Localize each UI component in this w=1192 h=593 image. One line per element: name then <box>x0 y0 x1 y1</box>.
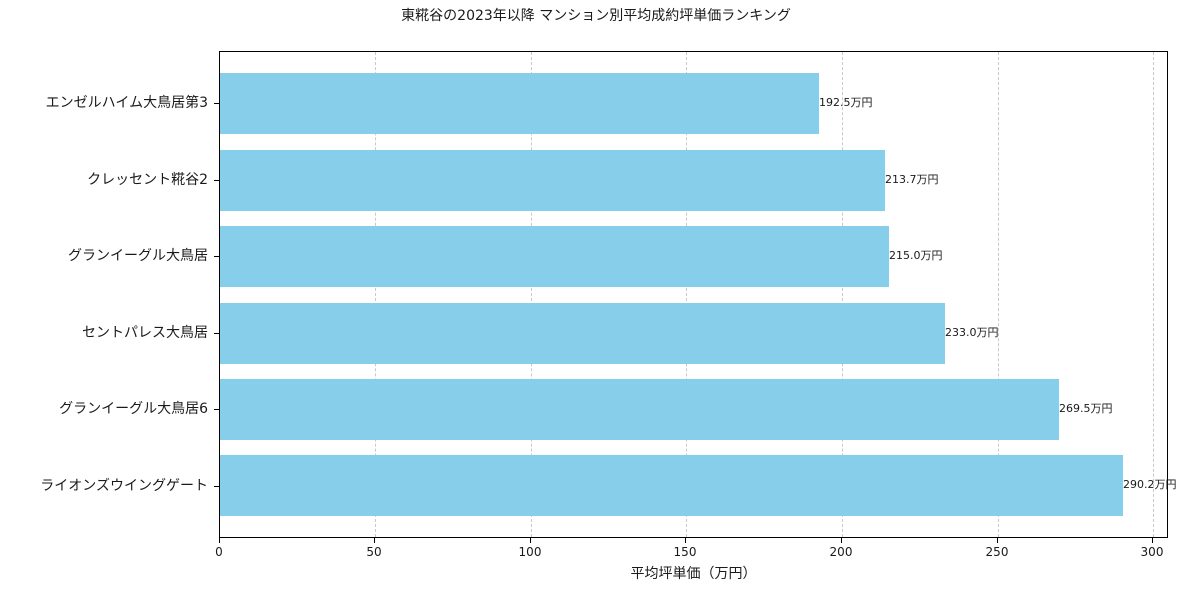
value-label: 215.0万円 <box>889 249 943 262</box>
y-tick-label: グランイーグル大鳥居 <box>68 248 208 264</box>
y-tick-label: エンゼルハイム大鳥居第3 <box>45 95 208 111</box>
x-tick <box>841 538 842 543</box>
x-tick-label: 250 <box>985 545 1009 559</box>
x-tick <box>997 538 998 543</box>
bar-1 <box>220 150 885 211</box>
gridline-250 <box>998 52 999 537</box>
x-tick <box>1152 538 1153 543</box>
y-tick <box>214 486 219 487</box>
y-tick <box>214 180 219 181</box>
y-tick <box>214 333 219 334</box>
gridline-150 <box>686 52 687 537</box>
x-tick-label: 100 <box>518 545 542 559</box>
value-label: 233.0万円 <box>945 326 999 339</box>
x-tick <box>374 538 375 543</box>
x-tick-label: 300 <box>1140 545 1164 559</box>
x-tick <box>530 538 531 543</box>
gridline-200 <box>842 52 843 537</box>
y-tick <box>214 409 219 410</box>
x-tick-label: 50 <box>366 545 382 559</box>
y-tick-label: グランイーグル大鳥居6 <box>59 401 208 417</box>
gridline-300 <box>1153 52 1154 537</box>
y-tick-label: ライオンズウイングゲート <box>40 478 208 494</box>
y-tick <box>214 256 219 257</box>
x-tick <box>219 538 220 543</box>
x-axis-title: 平均坪単価（万円） <box>630 566 757 582</box>
gridline-50 <box>375 52 376 537</box>
bar-2 <box>220 226 889 287</box>
bar-4 <box>220 379 1059 440</box>
value-label: 192.5万円 <box>819 96 873 109</box>
bar-5 <box>220 455 1123 516</box>
chart-title: 東糀谷の2023年以降 マンション別平均成約坪単価ランキング <box>401 8 791 24</box>
x-tick-label: 200 <box>829 545 853 559</box>
x-tick-label: 150 <box>673 545 697 559</box>
bar-0 <box>220 73 819 134</box>
x-tick-label: 0 <box>215 545 223 559</box>
value-label: 290.2万円 <box>1123 478 1177 491</box>
value-label: 213.7万円 <box>885 173 939 186</box>
y-tick <box>214 103 219 104</box>
gridline-100 <box>531 52 532 537</box>
y-tick-label: セントパレス大鳥居 <box>82 325 208 341</box>
y-tick-label: クレッセント糀谷2 <box>87 172 208 188</box>
value-label: 269.5万円 <box>1059 402 1113 415</box>
x-tick <box>685 538 686 543</box>
bar-3 <box>220 303 945 364</box>
plot-area <box>219 51 1168 538</box>
